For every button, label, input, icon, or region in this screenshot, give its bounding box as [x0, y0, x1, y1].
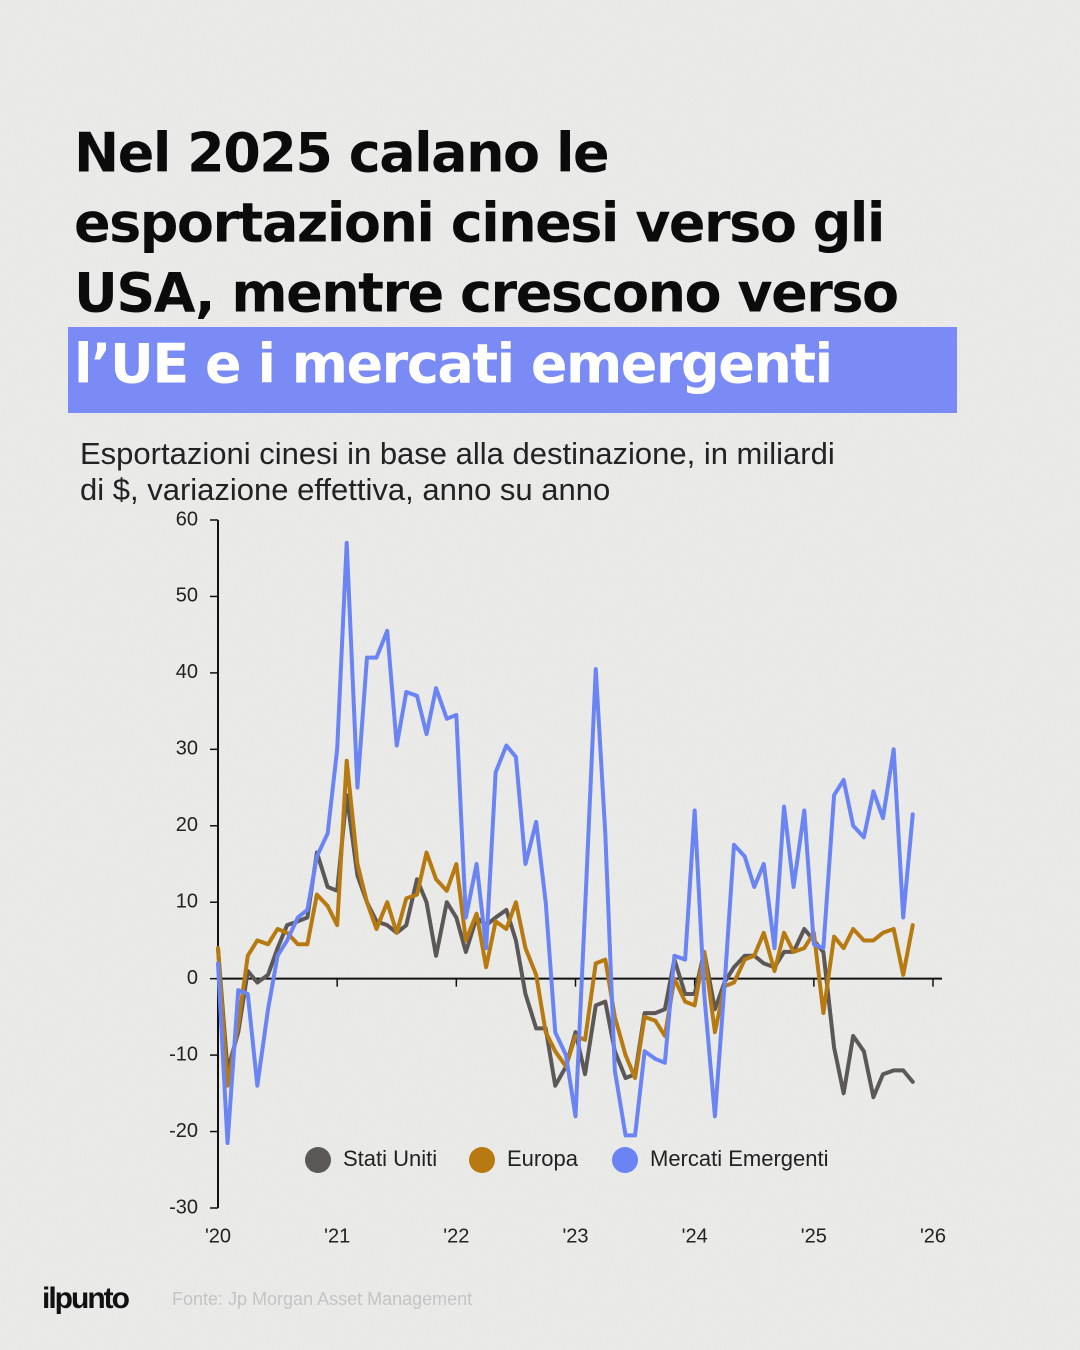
- x-tick-label: '20: [205, 1225, 231, 1247]
- y-tick-label: -20: [169, 1120, 198, 1142]
- title-line: Nel 2025 calano le: [74, 122, 608, 185]
- subtitle-line: di $, variazione effettiva, anno su anno: [80, 472, 610, 507]
- source: Fonte: Jp Morgan Asset Management: [172, 1289, 472, 1309]
- x-tick-label: '22: [443, 1225, 469, 1247]
- y-tick-label: 0: [187, 967, 198, 989]
- title-highlight: l’UE e i mercati emergenti: [74, 333, 832, 396]
- y-tick-label: -30: [169, 1196, 198, 1218]
- legend-swatch: [469, 1147, 495, 1173]
- x-tick-label: '23: [562, 1225, 588, 1247]
- title-line: USA, mentre crescono verso: [74, 262, 898, 325]
- legend-label: Mercati Emergenti: [650, 1146, 829, 1171]
- series-line: [216, 540, 915, 1146]
- plot: -30 -20 -10 0 10 20 30 40 50 60 '20 '21 '22 '23 '24 '25…: [169, 508, 946, 1247]
- title-line: esportazioni cinesi verso gli: [74, 192, 884, 255]
- y-tick-label: 60: [176, 508, 198, 530]
- y-tick-label: 50: [176, 585, 198, 607]
- y-tick-label: -10: [169, 1043, 198, 1065]
- y-tick-label: 40: [176, 661, 198, 683]
- x-tick-label: '24: [682, 1225, 708, 1247]
- x-tick-label: '26: [920, 1225, 946, 1247]
- legend-label: Europa: [507, 1146, 579, 1171]
- legend-swatch: [305, 1147, 331, 1173]
- y-tick-label: 30: [176, 738, 198, 760]
- title-highlight-box: [68, 327, 957, 413]
- x-tick-label: '21: [324, 1225, 350, 1247]
- y-tick-label: 10: [176, 891, 198, 913]
- y-tick-label: 20: [176, 814, 198, 836]
- legend-label: Stati Uniti: [343, 1146, 437, 1171]
- subtitle-line: Esportazioni cinesi in base alla destina…: [80, 436, 835, 471]
- legend-swatch: [612, 1147, 638, 1173]
- logo: ilpunto: [42, 1282, 130, 1315]
- x-tick-label: '25: [801, 1225, 827, 1247]
